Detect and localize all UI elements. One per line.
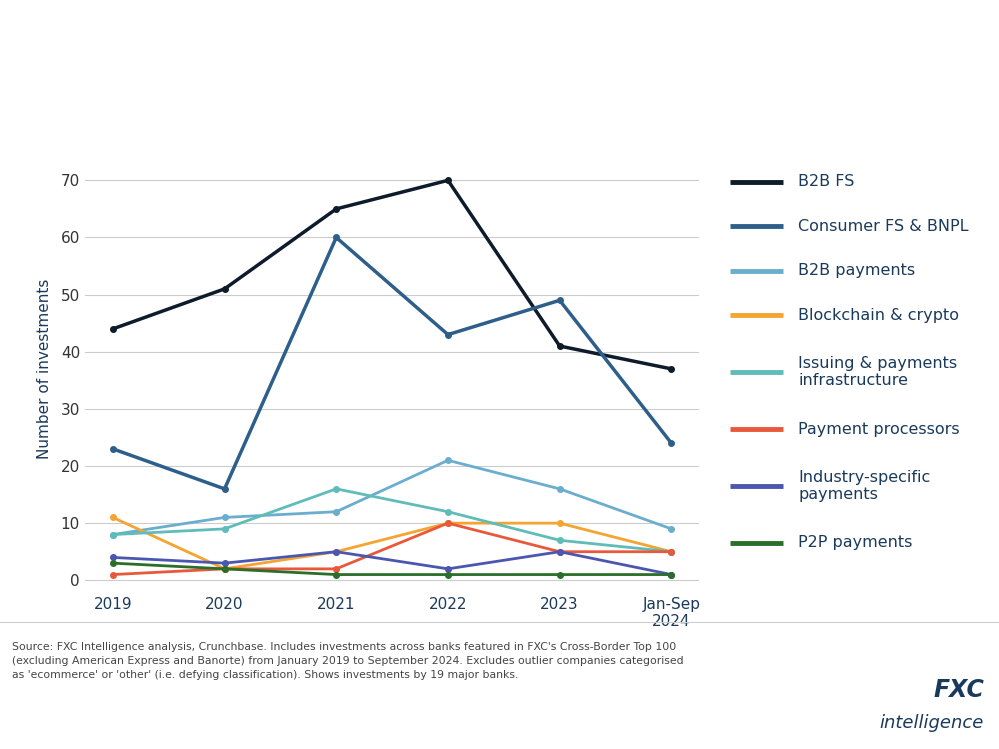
Text: Issuing & payments
infrastructure: Issuing & payments infrastructure — [798, 356, 957, 389]
Text: Industry-specific
payments: Industry-specific payments — [798, 470, 931, 502]
Text: P2P payments: P2P payments — [798, 536, 913, 551]
Text: FXC: FXC — [933, 678, 984, 702]
Text: B2B payments: B2B payments — [798, 264, 915, 279]
Text: Consumer FS & BNPL: Consumer FS & BNPL — [798, 219, 969, 234]
Text: intelligence: intelligence — [880, 714, 984, 732]
Text: Payment processors: Payment processors — [798, 422, 960, 437]
Text: B2B FS: B2B FS — [798, 175, 855, 189]
Text: Categories featured across companies invested in by major banks, 2019-2024: Categories featured across companies inv… — [12, 91, 718, 109]
Text: Blockchain & crypto: Blockchain & crypto — [798, 308, 959, 323]
Y-axis label: Number of investments: Number of investments — [37, 279, 52, 459]
Text: B2B payments-related bank investments grow in 2020s: B2B payments-related bank investments gr… — [12, 25, 923, 53]
Text: Source: FXC Intelligence analysis, Crunchbase. Includes investments across banks: Source: FXC Intelligence analysis, Crunc… — [12, 641, 683, 680]
